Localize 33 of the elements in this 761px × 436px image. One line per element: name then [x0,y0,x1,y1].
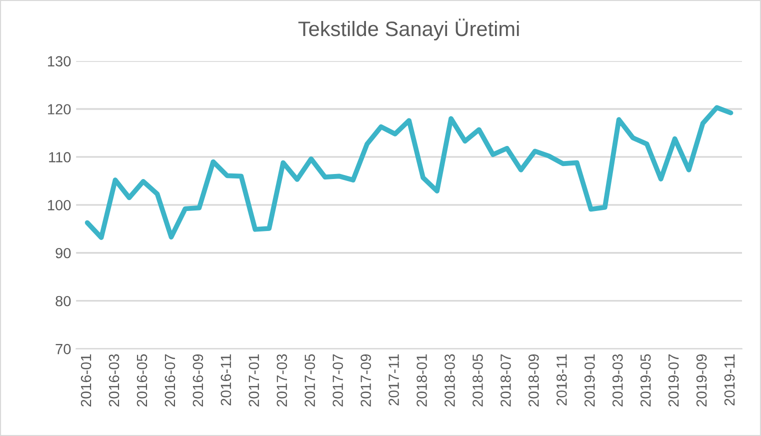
x-tick-label: 2018-05 [472,354,483,406]
y-tick-label: 70 [56,344,71,354]
x-tick-label: 2016-07 [164,354,176,406]
x-tick-label: 2017-01 [248,354,260,406]
y-tick-label: 110 [49,152,71,162]
x-tick-label: 2016-01 [80,354,92,406]
x-tick-label: 2019-09 [696,354,707,406]
x-tick-label: 2019-07 [668,354,679,406]
y-tick-label: 90 [56,248,71,258]
x-tick-label: 2019-11 [724,354,735,406]
chart-title: Tekstilde Sanayi Üretimi [298,18,519,40]
x-tick-label: 2018-07 [500,354,511,406]
x-tick-label: 2016-05 [136,354,148,406]
x-tick-label: 2017-07 [332,354,344,406]
y-tick-label: 130 [48,56,71,66]
x-tick-label: 2016-09 [192,354,204,406]
x-tick-label: 2016-03 [108,354,120,406]
x-tick-label: 2017-03 [276,354,288,406]
x-tick-label: 2017-11 [388,354,399,406]
y-tick-label: 80 [56,296,71,306]
y-tick-label: 120 [48,104,71,114]
x-tick-label: 2019-03 [612,354,623,406]
y-tick-label: 100 [48,200,71,210]
x-tick-label: 2016-11 [220,354,232,406]
line-series [84,105,734,240]
x-tick-label: 2017-09 [360,354,371,406]
x-tick-label: 2018-09 [528,354,539,406]
x-tick-label: 2018-11 [556,354,567,406]
x-tick-label: 2018-01 [416,354,427,406]
x-tick-label: 2017-05 [304,354,316,406]
x-tick-label: 2018-03 [444,354,455,406]
x-tick-label: 2019-05 [640,354,651,406]
x-tick-label: 2019-01 [584,354,595,406]
